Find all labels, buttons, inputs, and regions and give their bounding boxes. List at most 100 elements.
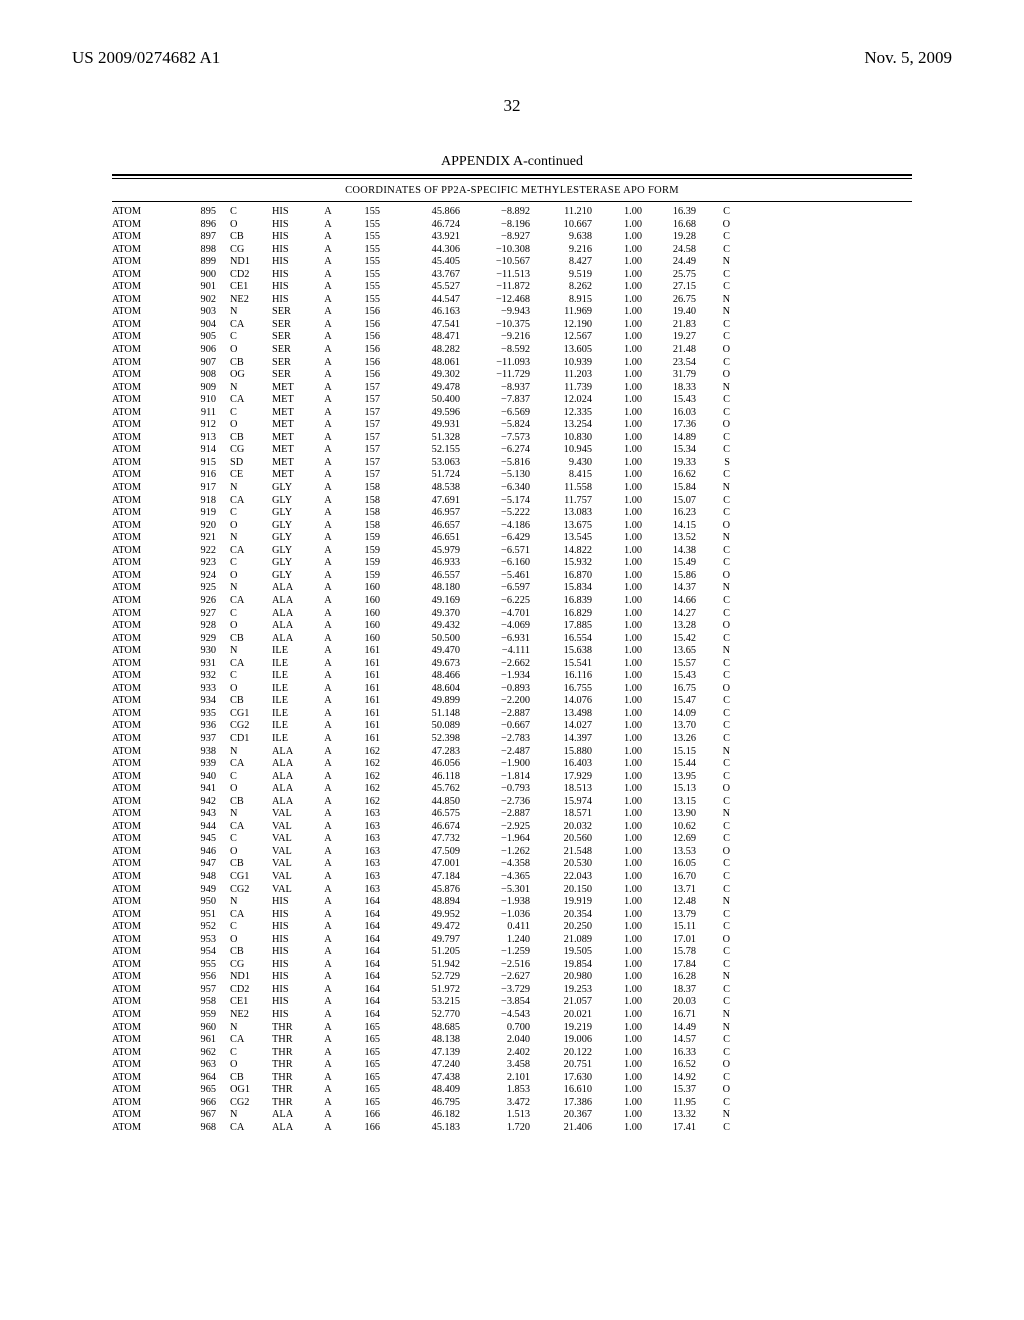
- chain: A: [316, 771, 340, 784]
- coord-x: 46.575: [398, 808, 460, 821]
- b-factor: 21.83: [642, 319, 696, 332]
- coord-z: 13.545: [530, 532, 592, 545]
- coord-z: 16.403: [530, 758, 592, 771]
- coord-x: 46.163: [398, 306, 460, 319]
- record: ATOM: [112, 294, 174, 307]
- res-seq: 155: [340, 256, 398, 269]
- coord-x: 46.933: [398, 557, 460, 570]
- coord-y: −0.667: [460, 720, 530, 733]
- chain: A: [316, 896, 340, 909]
- serial: 923: [174, 557, 230, 570]
- coord-y: 3.472: [460, 1097, 530, 1110]
- table-row: ATOM965OG1THRA16548.4091.85316.6101.0015…: [112, 1084, 912, 1097]
- chain: A: [316, 319, 340, 332]
- coord-y: −4.701: [460, 608, 530, 621]
- residue: GLY: [272, 495, 316, 508]
- occupancy: 1.00: [592, 331, 642, 344]
- coord-x: 46.657: [398, 520, 460, 533]
- occupancy: 1.00: [592, 319, 642, 332]
- coord-x: 52.155: [398, 444, 460, 457]
- residue: SER: [272, 306, 316, 319]
- element: C: [696, 871, 730, 884]
- coord-z: 15.974: [530, 796, 592, 809]
- atom-name: CB: [230, 946, 272, 959]
- chain: A: [316, 532, 340, 545]
- serial: 936: [174, 720, 230, 733]
- record: ATOM: [112, 758, 174, 771]
- coord-x: 49.470: [398, 645, 460, 658]
- record: ATOM: [112, 858, 174, 871]
- atom-name: CA: [230, 545, 272, 558]
- record: ATOM: [112, 670, 174, 683]
- residue: ILE: [272, 645, 316, 658]
- element: C: [696, 507, 730, 520]
- table-row: ATOM905CSERA15648.471−9.21612.5671.0019.…: [112, 331, 912, 344]
- element: C: [696, 658, 730, 671]
- coord-y: −2.736: [460, 796, 530, 809]
- coord-x: 45.762: [398, 783, 460, 796]
- occupancy: 1.00: [592, 695, 642, 708]
- coord-y: −5.461: [460, 570, 530, 583]
- record: ATOM: [112, 909, 174, 922]
- occupancy: 1.00: [592, 344, 642, 357]
- serial: 947: [174, 858, 230, 871]
- coord-z: 20.032: [530, 821, 592, 834]
- table-row: ATOM897CBHISA15543.921−8.9279.6381.0019.…: [112, 231, 912, 244]
- coord-y: −11.513: [460, 269, 530, 282]
- element: C: [696, 909, 730, 922]
- chain: A: [316, 1059, 340, 1072]
- serial: 918: [174, 495, 230, 508]
- b-factor: 15.57: [642, 658, 696, 671]
- record: ATOM: [112, 444, 174, 457]
- b-factor: 24.49: [642, 256, 696, 269]
- res-seq: 161: [340, 670, 398, 683]
- record: ATOM: [112, 432, 174, 445]
- element: C: [696, 670, 730, 683]
- table-row: ATOM921NGLYA15946.651−6.42913.5451.0013.…: [112, 532, 912, 545]
- residue: ILE: [272, 658, 316, 671]
- chain: A: [316, 256, 340, 269]
- serial: 949: [174, 884, 230, 897]
- table-row: ATOM916CEMETA15751.724−5.1308.4151.0016.…: [112, 469, 912, 482]
- coord-x: 51.942: [398, 959, 460, 972]
- residue: HIS: [272, 996, 316, 1009]
- b-factor: 17.01: [642, 934, 696, 947]
- chain: A: [316, 545, 340, 558]
- record: ATOM: [112, 256, 174, 269]
- atom-name: ND1: [230, 256, 272, 269]
- coord-y: −2.925: [460, 821, 530, 834]
- atom-name: CD2: [230, 269, 272, 282]
- coord-x: 49.673: [398, 658, 460, 671]
- record: ATOM: [112, 808, 174, 821]
- res-seq: 156: [340, 344, 398, 357]
- serial: 944: [174, 821, 230, 834]
- serial: 945: [174, 833, 230, 846]
- coord-x: 48.180: [398, 582, 460, 595]
- b-factor: 15.47: [642, 695, 696, 708]
- coord-z: 20.021: [530, 1009, 592, 1022]
- atom-name: O: [230, 846, 272, 859]
- serial: 941: [174, 783, 230, 796]
- b-factor: 14.27: [642, 608, 696, 621]
- coord-z: 19.919: [530, 896, 592, 909]
- element: C: [696, 695, 730, 708]
- occupancy: 1.00: [592, 720, 642, 733]
- residue: HIS: [272, 984, 316, 997]
- coord-z: 20.560: [530, 833, 592, 846]
- b-factor: 14.57: [642, 1034, 696, 1047]
- chain: A: [316, 1097, 340, 1110]
- table-row: ATOM964CBTHRA16547.4382.10117.6301.0014.…: [112, 1072, 912, 1085]
- record: ATOM: [112, 633, 174, 646]
- coord-x: 49.169: [398, 595, 460, 608]
- coord-z: 16.839: [530, 595, 592, 608]
- table-row: ATOM953OHISA16449.7971.24021.0891.0017.0…: [112, 934, 912, 947]
- res-seq: 155: [340, 231, 398, 244]
- coord-x: 47.283: [398, 746, 460, 759]
- chain: A: [316, 1072, 340, 1085]
- atom-name: N: [230, 306, 272, 319]
- res-seq: 156: [340, 306, 398, 319]
- res-seq: 159: [340, 545, 398, 558]
- element: C: [696, 394, 730, 407]
- record: ATOM: [112, 244, 174, 257]
- b-factor: 24.58: [642, 244, 696, 257]
